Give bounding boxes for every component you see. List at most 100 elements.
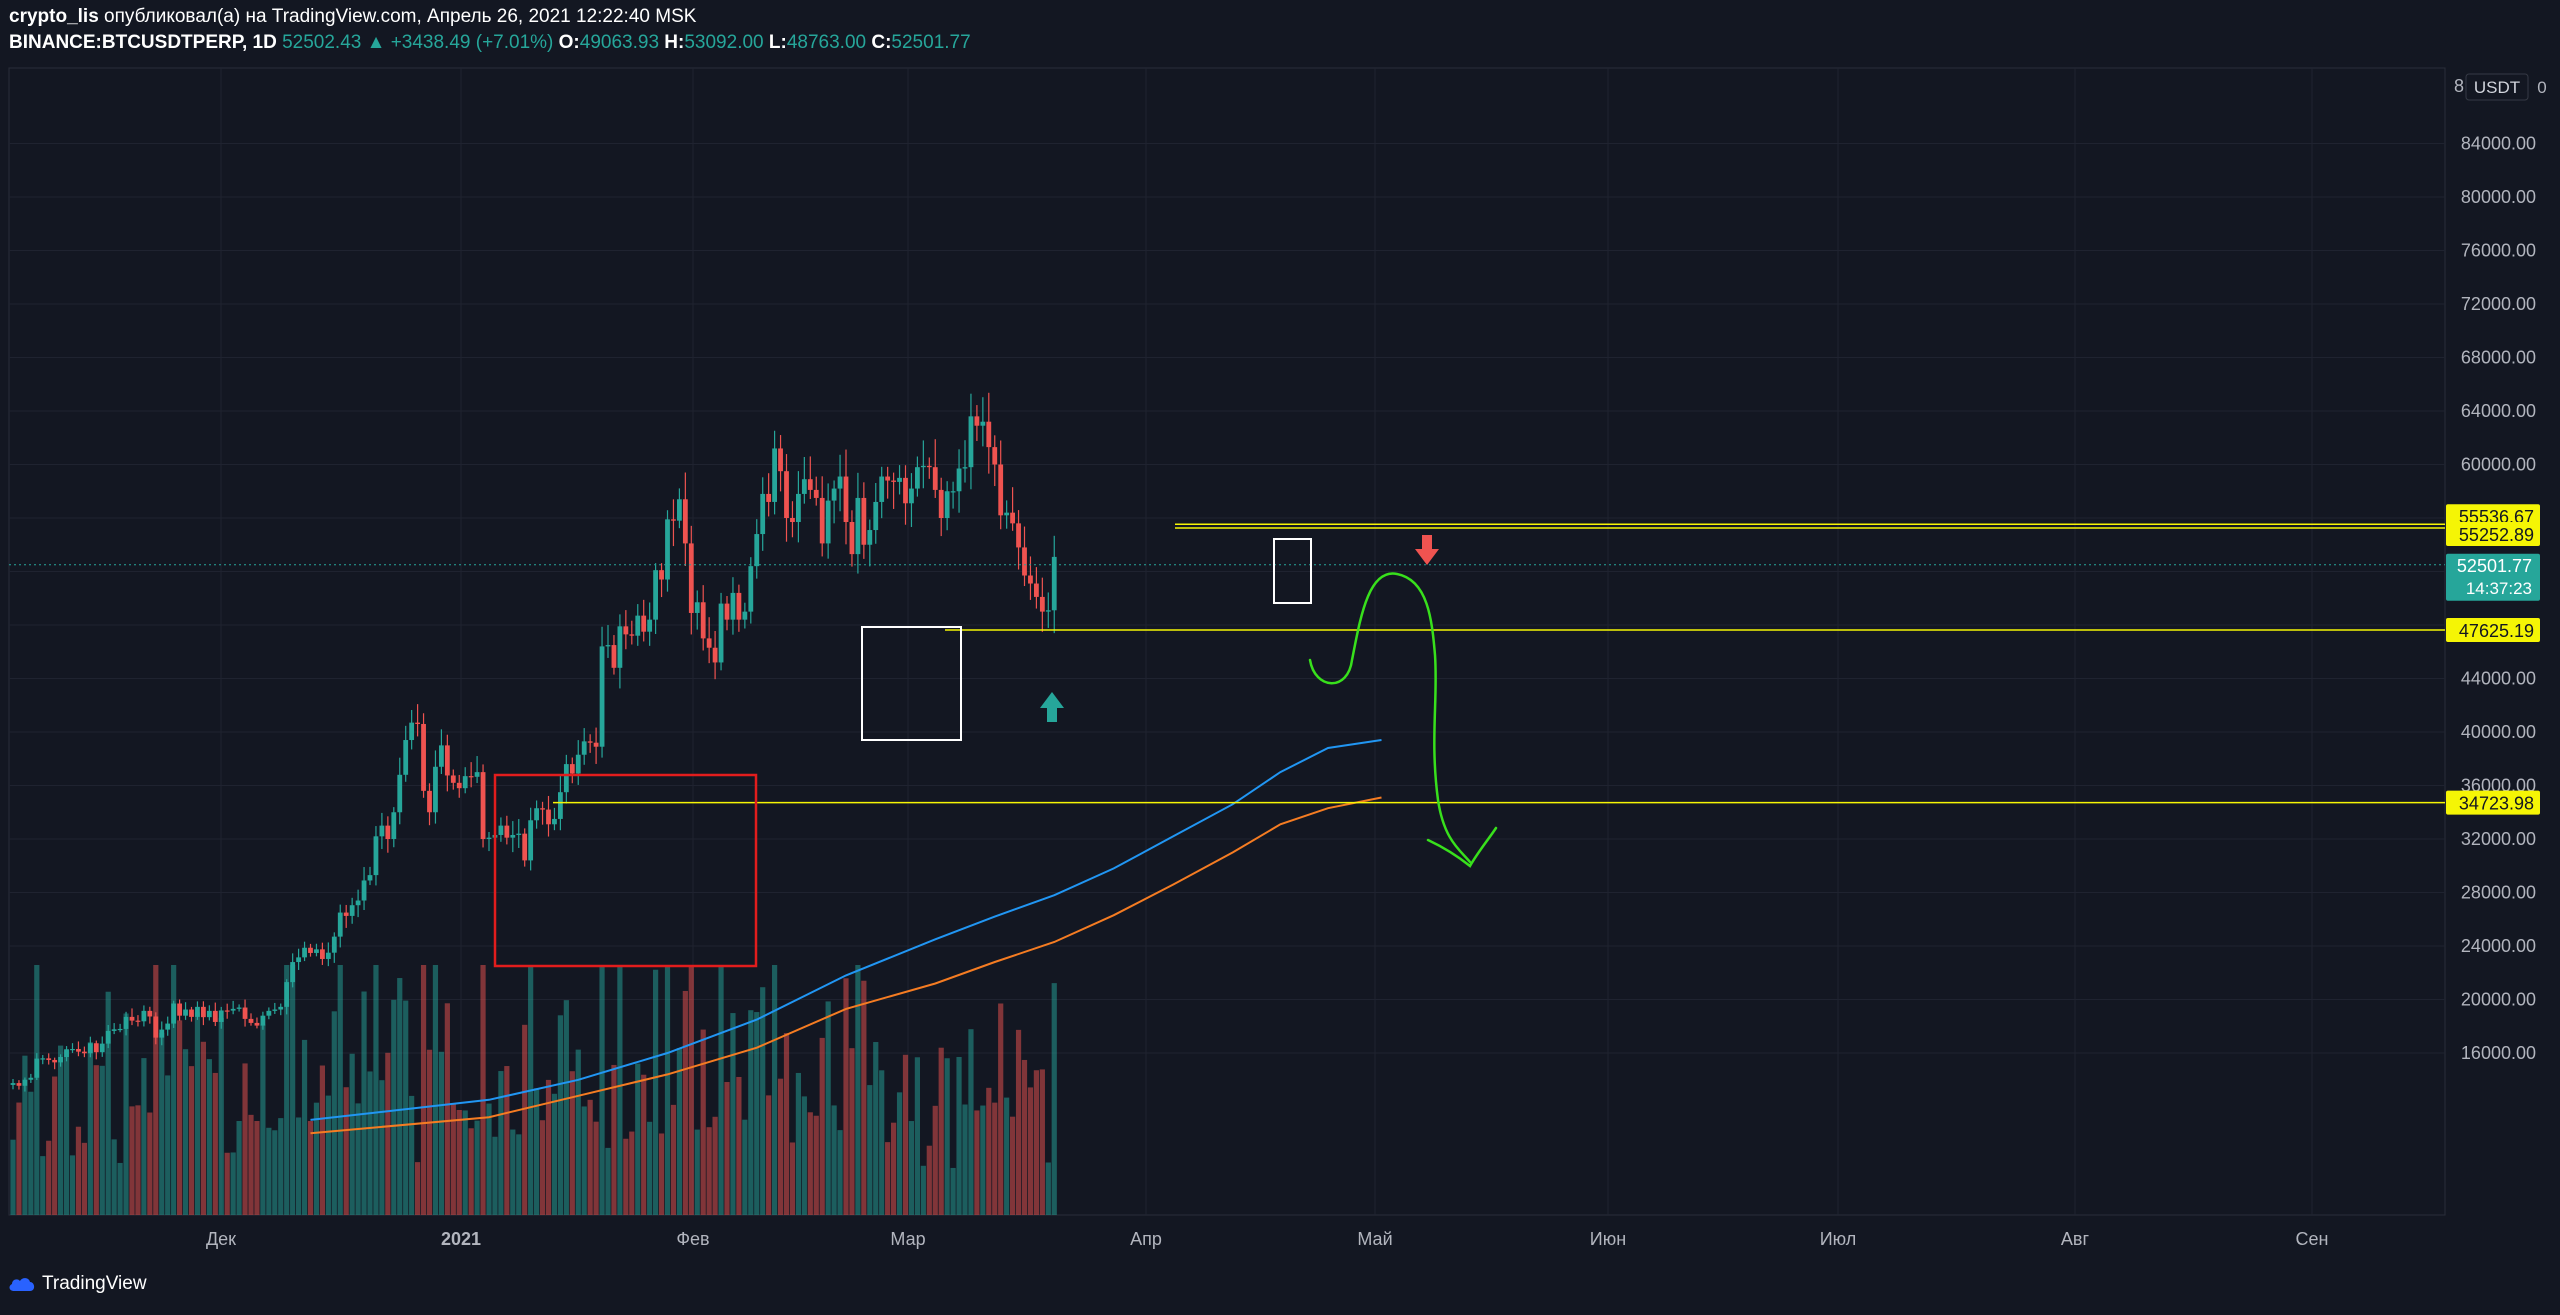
volume-bar (1039, 1069, 1045, 1215)
volume-bar (307, 1121, 314, 1215)
candle-body (450, 775, 456, 783)
candle-body (926, 465, 932, 468)
volume-bar (498, 1071, 504, 1215)
candles (10, 392, 1057, 1092)
volume-bar (224, 1152, 230, 1215)
candle-body (444, 745, 450, 776)
candle-body (968, 416, 974, 468)
close-value: 52501.77 (891, 32, 971, 53)
candle-body (938, 489, 944, 518)
footer-brand: TradingView (42, 1273, 147, 1294)
volume-bar (34, 965, 40, 1215)
candle-body (486, 837, 492, 839)
candle-body (944, 491, 950, 518)
time-tick-label: Авг (2061, 1229, 2090, 1249)
volume-bar (974, 1110, 980, 1215)
volume-bar (950, 1167, 956, 1215)
candle-body (861, 497, 867, 545)
price-tick-label: 72000.00 (2461, 294, 2536, 314)
candle-body (671, 519, 676, 521)
candle-body (682, 499, 688, 544)
candle-body (950, 491, 956, 493)
currency-badge-label: USDT (2474, 78, 2520, 97)
volume-bar (944, 1058, 950, 1215)
volume-bar (343, 1087, 349, 1215)
price-change: ▲ +3438.49 (+7.01%) (366, 32, 554, 53)
volume-bar (879, 1070, 885, 1215)
candle-body (468, 776, 474, 778)
volume-bar (962, 1104, 968, 1215)
volume-bar (212, 1072, 218, 1215)
candle-body (730, 592, 736, 620)
volume-bar (1010, 1116, 1016, 1215)
volume-bar (397, 978, 403, 1215)
candle-body (349, 905, 355, 916)
candle-body (254, 1022, 260, 1026)
volume-bar (462, 1110, 468, 1215)
candle-body (93, 1043, 99, 1053)
volume-bar (611, 1064, 617, 1215)
publish-text: опубликовал(а) на TradingView.com, Апрел… (98, 6, 697, 27)
consolidation-box-red (493, 773, 758, 968)
price-tick-label: 44000.00 (2461, 669, 2536, 689)
volume-bar (87, 1042, 93, 1215)
volume-bar (93, 1065, 99, 1215)
candle-body (510, 834, 516, 838)
author-name[interactable]: crypto_lis (9, 6, 99, 27)
volume-bar (230, 1152, 236, 1215)
volume-bar (188, 1066, 195, 1215)
candle-body (778, 448, 783, 472)
candle-body (320, 949, 325, 959)
volume-bar (284, 965, 290, 1215)
volume-bar (813, 1115, 819, 1215)
volume-bar (325, 1095, 331, 1215)
volume-bar (539, 1120, 546, 1215)
volume-bar (849, 1048, 855, 1215)
candle-body (1028, 575, 1033, 584)
volume-bar (194, 1012, 201, 1215)
time-tick-label: Фев (676, 1229, 709, 1249)
time-tick-label: Июн (1590, 1229, 1626, 1249)
time-tick-label: Мар (890, 1229, 925, 1249)
candle-body (986, 421, 992, 448)
volume-bar (456, 1109, 462, 1215)
candle-body (796, 493, 801, 523)
volume-bar (777, 1078, 784, 1215)
candle-body (171, 1003, 177, 1024)
candle-body (980, 421, 986, 426)
volume-bar (218, 1017, 224, 1215)
candle-body (153, 1016, 159, 1038)
candle-body (915, 467, 920, 489)
volume-bar (653, 969, 659, 1215)
candle-body (373, 836, 379, 876)
price-tick-label: 64000.00 (2461, 401, 2536, 421)
candle-body (480, 772, 486, 839)
volume-bar (545, 1079, 552, 1215)
candle-body (439, 745, 444, 767)
volume-bar (415, 1162, 421, 1215)
close-label: C: (871, 32, 892, 53)
volume-bar (664, 965, 671, 1215)
range-box-white-small (1273, 538, 1312, 604)
price-tick-label: 28000.00 (2461, 883, 2536, 903)
candle-body (873, 501, 879, 531)
price-tick-label: 40000.00 (2461, 722, 2536, 742)
candle-body (849, 522, 855, 555)
volume-bar (867, 1085, 873, 1215)
candle-body (16, 1083, 22, 1086)
volume-bar (718, 965, 724, 1215)
candle-body (748, 566, 754, 612)
volume-bar (688, 965, 694, 1215)
chart-grid (8, 67, 2446, 1216)
candle-body (581, 741, 587, 755)
volume-bar (772, 965, 778, 1215)
volume-bar (932, 1105, 938, 1215)
candle-body (653, 570, 658, 620)
symbol-info: BINANCE:BTCUSDTPERP, 1D 52502.43 ▲ +3438… (9, 32, 971, 54)
candle-body (177, 1003, 182, 1016)
tradingview-logo[interactable]: TradingView (8, 1273, 147, 1295)
candle-body (46, 1058, 52, 1060)
level-price-tag (2446, 790, 2540, 815)
candle-body (825, 500, 831, 544)
